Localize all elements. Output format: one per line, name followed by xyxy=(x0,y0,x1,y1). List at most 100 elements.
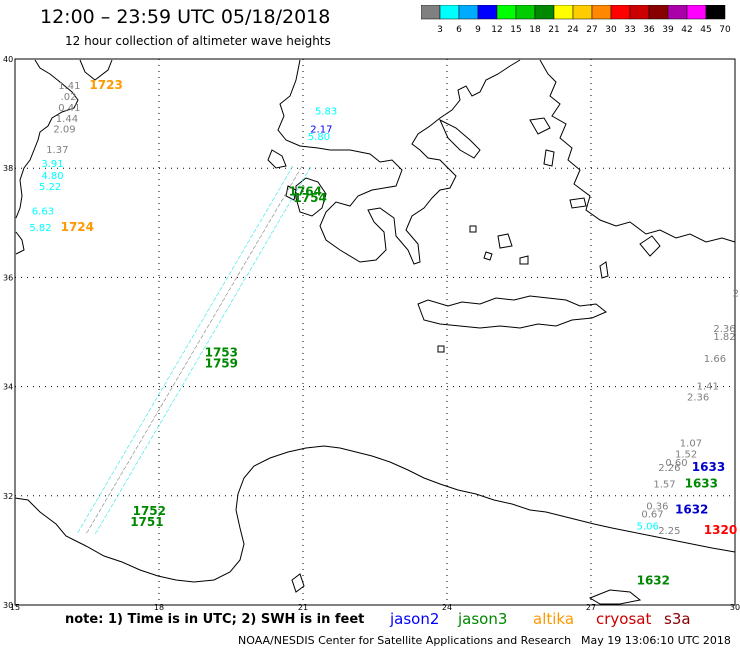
colorbar-label: 36 xyxy=(643,25,655,35)
swath-mark: ~ xyxy=(144,438,154,447)
swath-mark: ~ xyxy=(253,221,263,230)
swath-mark: ~ xyxy=(209,311,219,320)
swath-mark: ~ xyxy=(221,306,231,315)
swath-mark: ~ xyxy=(181,375,191,384)
swath-mark: ~ xyxy=(148,400,158,409)
swath-mark: ~ xyxy=(182,358,192,367)
coast-evia xyxy=(438,118,481,159)
swath-mark: ~ xyxy=(123,475,133,484)
colorbar-label: 21 xyxy=(548,25,559,35)
wave-height-label: 1.07 xyxy=(680,439,702,450)
coast-italy-heel xyxy=(79,59,113,81)
wave-height-label: 1.82 xyxy=(713,332,735,343)
coast-zakynthos xyxy=(285,185,297,201)
swath-mark: ~ xyxy=(74,526,84,535)
swath-mark: ~ xyxy=(148,416,158,425)
swath-mark: ~ xyxy=(176,369,186,378)
lon-tick-label: 24 xyxy=(442,603,452,612)
swath-mark: ~ xyxy=(169,379,179,388)
swath-mark: ~ xyxy=(253,237,263,246)
swath-mark: ~ xyxy=(237,280,247,289)
wave-height-label: 1.37 xyxy=(46,145,68,156)
wave-height-label: 2.36 xyxy=(713,324,735,335)
swath-mark: ~ xyxy=(123,458,133,467)
swath-mark: ~ xyxy=(262,205,272,214)
swath-mark: ~ xyxy=(179,364,189,373)
swath-mark: ~ xyxy=(172,374,182,383)
swath-mark: ~ xyxy=(129,448,139,457)
swath-mark: ~ xyxy=(116,485,126,494)
swath-mark: ~ xyxy=(204,305,214,314)
swath-mark: ~ xyxy=(145,422,155,431)
swath-mark: ~ xyxy=(280,190,290,199)
swath-mark: ~ xyxy=(127,437,137,446)
swath-mark: ~ xyxy=(164,374,174,383)
swath-mark: ~ xyxy=(107,501,117,510)
colorbar-label: 33 xyxy=(624,25,635,35)
swath-mark: ~ xyxy=(265,233,275,242)
pass-time-label: 1632 xyxy=(637,573,670,587)
swath-mark: ~ xyxy=(136,421,146,430)
swath-mark: ~ xyxy=(201,311,211,320)
swath-mark: ~ xyxy=(225,268,235,277)
swath-mark: ~ xyxy=(160,412,170,421)
swath-mark: ~ xyxy=(278,179,288,188)
swath-mark: ~ xyxy=(160,379,170,388)
wave-height-label: 2.26 xyxy=(658,463,680,474)
swath-mark: ~ xyxy=(240,275,250,284)
wave-height-label: 0.67 xyxy=(641,510,663,521)
swath-mark: ~ xyxy=(247,248,257,257)
swath-mark: ~ xyxy=(218,312,228,321)
swath-mark: ~ xyxy=(95,522,105,531)
swath-mark: ~ xyxy=(129,464,139,473)
swath-mark: ~ xyxy=(228,296,238,305)
swath-mark: ~ xyxy=(293,169,303,178)
pass-time-label: 1764 xyxy=(289,185,322,199)
swath-mark: ~ xyxy=(182,342,192,351)
wave-height-label: 0.36 xyxy=(646,501,668,512)
wave-height-label: 4.80 xyxy=(41,171,63,182)
lon-tick-label: 30 xyxy=(730,603,740,612)
swath-mark: ~ xyxy=(101,495,111,504)
colorbar-label: 30 xyxy=(605,25,617,35)
swath-mark: ~ xyxy=(286,196,296,205)
legend-jason2: jason2 xyxy=(390,610,440,628)
coast-peloponnese xyxy=(295,177,327,217)
pass-time-label: 1754 xyxy=(293,191,326,205)
wave-height-label: 3.91 xyxy=(41,159,63,170)
swath-mark: ~ xyxy=(157,417,167,426)
coastline xyxy=(14,59,736,605)
pass-time-label: 1753 xyxy=(205,346,238,360)
swath-mark: ~ xyxy=(272,190,282,199)
swath-mark: ~ xyxy=(108,468,118,477)
swath-mark: ~ xyxy=(243,269,253,278)
swath-mark: ~ xyxy=(114,474,124,483)
swath-mark: ~ xyxy=(231,258,241,267)
lon-tick-label: 27 xyxy=(586,603,596,612)
swath-mark: ~ xyxy=(123,442,133,451)
swath-mark: ~ xyxy=(96,489,106,498)
swath-mark: ~ xyxy=(269,195,279,204)
lat-lon-grid: 15 18 21 24 27 30 40 38 36 34 32 30 xyxy=(3,55,740,612)
swath-mark: ~ xyxy=(296,164,306,173)
wave-height-label: 5.06 xyxy=(637,522,659,533)
wave-height-label: .02 xyxy=(61,92,77,103)
swath-mark: ~ xyxy=(215,317,225,326)
swath-mark: ~ xyxy=(188,332,198,341)
swath-mark: ~ xyxy=(126,469,136,478)
swath-mark: ~ xyxy=(95,506,105,515)
swath-mark: ~ xyxy=(120,464,130,473)
wave-height-label: 2.17 xyxy=(310,125,332,136)
swath-mark: ~ xyxy=(138,432,148,441)
swath-mark: ~ xyxy=(147,433,157,442)
coast-egypt-islet xyxy=(291,573,305,593)
swath-mark: ~ xyxy=(93,495,103,504)
swath-mark: ~ xyxy=(194,354,204,363)
swath-mark: ~ xyxy=(86,505,96,514)
swath-mark: ~ xyxy=(222,274,232,283)
swath-mark: ~ xyxy=(216,301,226,310)
colorbar-label: 27 xyxy=(586,25,597,35)
swath-mark: ~ xyxy=(105,474,115,483)
pass-time-label: 1320 xyxy=(704,523,737,537)
swath-mark: ~ xyxy=(287,180,297,189)
